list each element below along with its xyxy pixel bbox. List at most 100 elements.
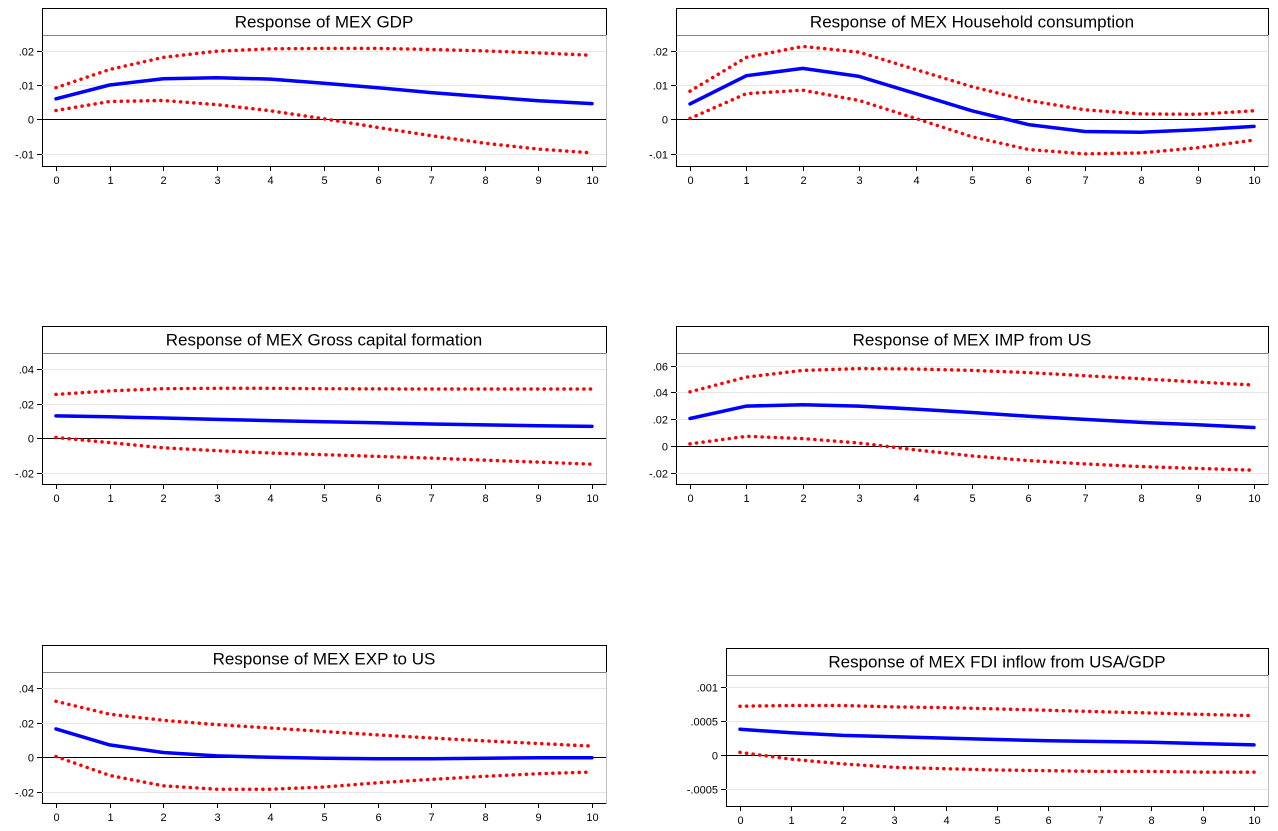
- panel-title-box: [676, 8, 1269, 36]
- plot-area: [42, 35, 607, 167]
- irf-panel-5: Response of MEX FDI inflow from USA/GDP -…: [687, 648, 1269, 827]
- x-tick-label: 3: [856, 175, 862, 187]
- upper-bound-line: [54, 699, 594, 748]
- x-tick-label: 6: [375, 493, 381, 505]
- lower-bound-line: [688, 88, 1256, 156]
- response-line: [54, 414, 594, 429]
- x-tick-label: 10: [586, 812, 598, 824]
- x-tick-label: 3: [214, 175, 220, 187]
- x-tick-label: 1: [743, 493, 749, 505]
- y-tick-label: -.0005: [687, 785, 718, 797]
- y-tick-label: .02: [19, 719, 34, 731]
- x-tick-label: 4: [267, 812, 273, 824]
- x-tick-label: 7: [428, 493, 434, 505]
- x-tick-label: 10: [586, 493, 598, 505]
- irf-panel-3: Response of MEX IMP from US -.02 0 .02 .04 .0…: [649, 326, 1269, 505]
- x-tick-label: 1: [788, 815, 794, 827]
- x-tick-label: 10: [1248, 815, 1260, 827]
- x-tick-label: 0: [687, 493, 693, 505]
- panel-title: Response of MEX Household consumption: [810, 13, 1134, 32]
- x-tick-label: 10: [1248, 175, 1260, 187]
- x-tick-label: 6: [1025, 493, 1031, 505]
- y-tick-label: 0: [662, 442, 668, 454]
- x-tick-label: 6: [1025, 175, 1031, 187]
- y-tick-label: 0: [662, 115, 668, 127]
- panel-title: Response of MEX EXP to US: [213, 650, 436, 669]
- x-tick-label: 4: [913, 175, 919, 187]
- x-tick-label: 5: [994, 815, 1000, 827]
- x-tick-label: 3: [856, 493, 862, 505]
- x-tick-label: 2: [160, 175, 166, 187]
- upper-bound-line: [688, 44, 1256, 117]
- irf-panel-2: Response of MEX Gross capital formation -…: [15, 326, 607, 505]
- y-tick-label: .001: [697, 683, 718, 695]
- x-tick-label: 5: [321, 812, 327, 824]
- x-tick-label: 1: [743, 175, 749, 187]
- y-tick-label: .04: [19, 684, 34, 696]
- plot-area: [42, 353, 607, 485]
- irf-panel-4: Response of MEX EXP to US -.02 0 .02 .04 0 1 2 3…: [15, 645, 607, 824]
- panel-title-box: [42, 326, 607, 354]
- x-tick-label: 6: [1045, 815, 1051, 827]
- lower-bound-line: [54, 98, 594, 155]
- x-tick-label: 10: [1248, 493, 1260, 505]
- x-tick-label: 7: [428, 812, 434, 824]
- irf-panel-1: Response of MEX Household consumption -.0…: [649, 8, 1269, 187]
- x-tick-label: 7: [1082, 493, 1088, 505]
- x-tick-label: 3: [214, 812, 220, 824]
- response-line: [688, 66, 1256, 134]
- y-tick-label: 0: [28, 753, 34, 765]
- upper-bound-line: [688, 366, 1256, 394]
- panel-title-box: [42, 645, 607, 673]
- y-tick-label: 0: [28, 115, 34, 127]
- x-tick-label: 9: [1195, 175, 1201, 187]
- x-tick-label: 2: [800, 175, 806, 187]
- upper-bound-line: [738, 703, 1256, 718]
- x-tick-label: 2: [160, 493, 166, 505]
- x-tick-label: 10: [586, 175, 598, 187]
- y-tick-label: .04: [653, 388, 668, 400]
- x-tick-label: 8: [1138, 493, 1144, 505]
- x-tick-label: 7: [1082, 175, 1088, 187]
- response-line: [54, 75, 594, 106]
- irf-panel-0: Response of MEX GDP -.01 0 .01 .02 0 1 2 3 4 5 6 7 8 9…: [15, 8, 607, 187]
- x-tick-label: 4: [943, 815, 949, 827]
- x-tick-label: 2: [160, 812, 166, 824]
- x-tick-label: 3: [214, 493, 220, 505]
- panel-title: Response of MEX FDI inflow from USA/GDP: [828, 653, 1165, 672]
- x-tick-label: 8: [1138, 175, 1144, 187]
- panel-title-box: [42, 8, 607, 36]
- plot-area: [42, 672, 607, 804]
- x-tick-label: 4: [267, 175, 273, 187]
- lower-bound-line: [688, 434, 1256, 472]
- x-tick-label: 0: [53, 812, 59, 824]
- y-tick-label: -.01: [649, 150, 668, 162]
- lower-bound-line: [54, 754, 594, 791]
- x-tick-label: 9: [535, 493, 541, 505]
- x-tick-label: 0: [687, 175, 693, 187]
- y-tick-label: .02: [19, 400, 34, 412]
- x-tick-label: 9: [1195, 493, 1201, 505]
- response-line: [688, 402, 1256, 430]
- upper-bound-line: [54, 46, 594, 90]
- x-tick-label: 3: [891, 815, 897, 827]
- y-tick-label: .01: [653, 81, 668, 93]
- x-tick-label: 5: [321, 493, 327, 505]
- x-tick-label: 1: [107, 812, 113, 824]
- y-tick-label: -.02: [649, 469, 668, 481]
- x-tick-label: 1: [107, 493, 113, 505]
- y-tick-label: .01: [19, 81, 34, 93]
- y-tick-label: -.02: [15, 469, 34, 481]
- x-tick-label: 0: [737, 815, 743, 827]
- x-tick-label: 8: [482, 812, 488, 824]
- x-tick-label: 7: [1097, 815, 1103, 827]
- x-tick-label: 7: [428, 175, 434, 187]
- x-tick-label: 4: [913, 493, 919, 505]
- x-tick-label: 5: [321, 175, 327, 187]
- x-tick-label: 5: [969, 175, 975, 187]
- y-tick-label: .02: [19, 47, 34, 59]
- y-tick-label: .02: [653, 47, 668, 59]
- x-tick-label: 6: [375, 175, 381, 187]
- panel-title: Response of MEX Gross capital formation: [166, 331, 483, 350]
